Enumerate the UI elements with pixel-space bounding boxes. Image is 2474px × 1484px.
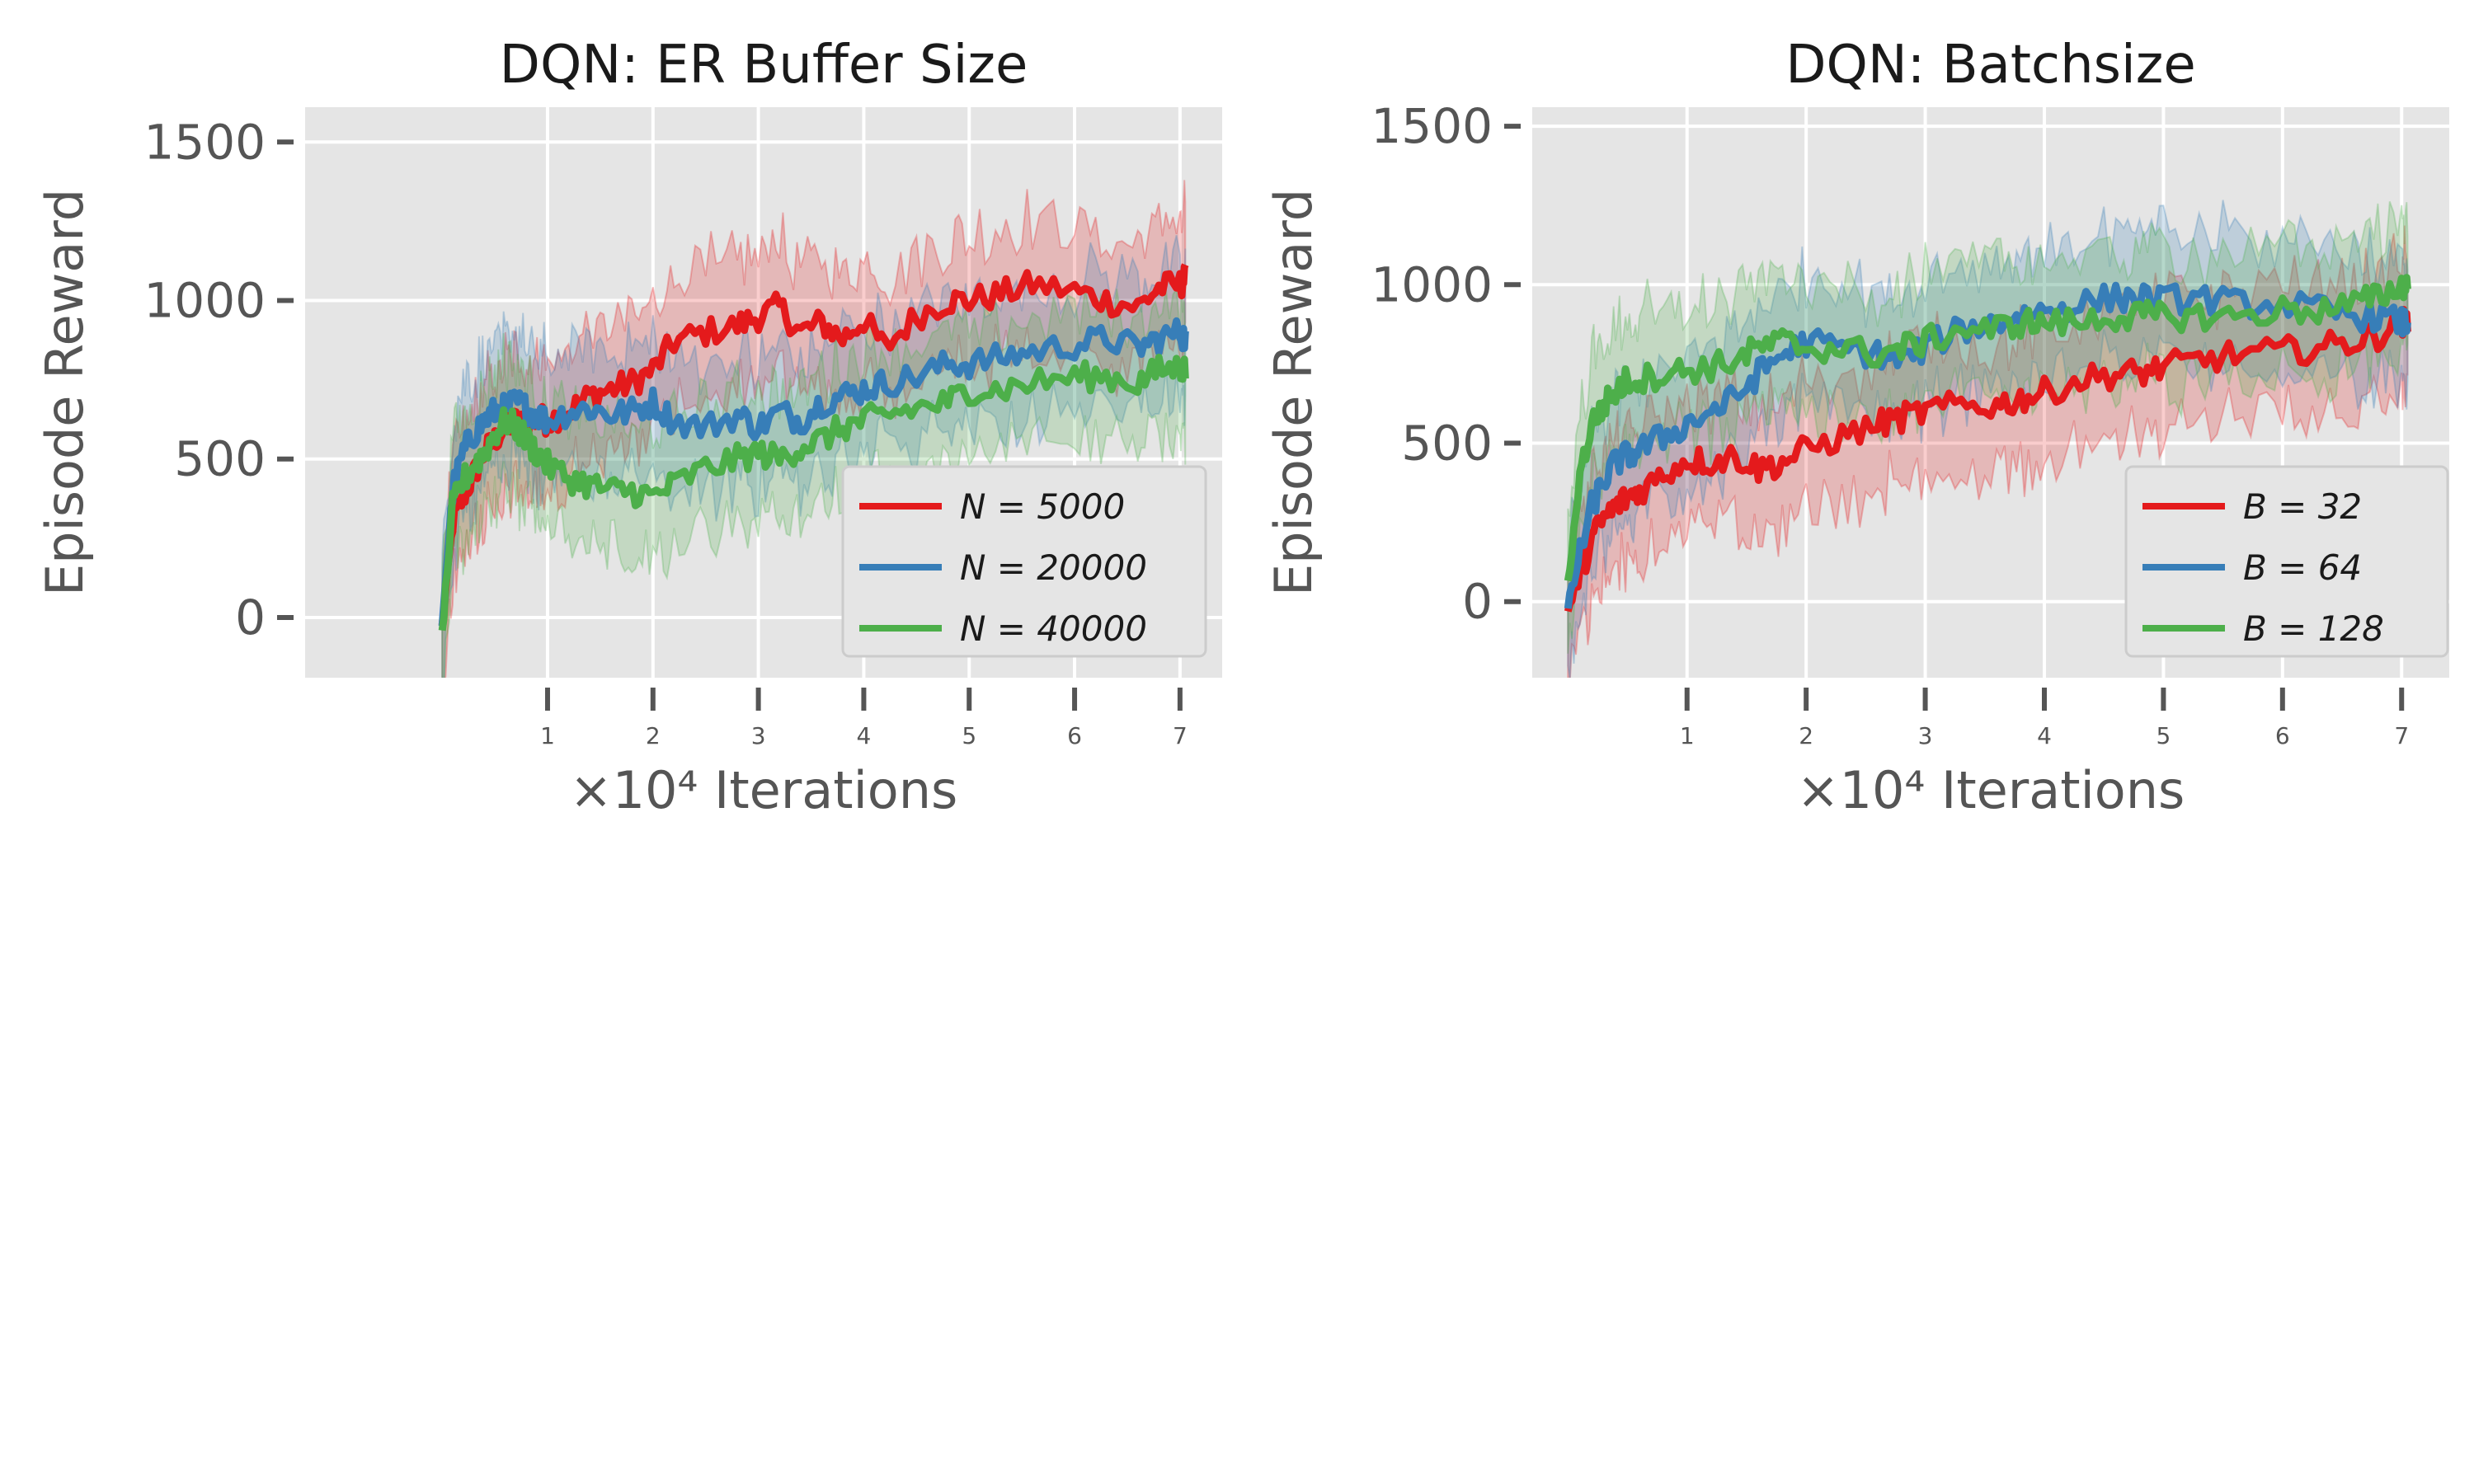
y-tick-label: 1500	[143, 114, 266, 170]
x-tick-label: 4	[2037, 722, 2052, 749]
x-tick-label: 5	[962, 722, 976, 749]
y-axis-ticks: 0 500 1000 1500	[1371, 98, 1521, 630]
legend: B = 32 B = 64 B = 128	[2124, 465, 2449, 658]
x-axis-label: ×10⁴ Iterations	[1797, 760, 2185, 820]
legend: N = 5000 N = 20000 N = 40000	[841, 465, 1207, 658]
y-tick-label: 1000	[143, 273, 266, 329]
series-lines	[1564, 274, 2411, 613]
y-tick-label: 500	[1401, 416, 1493, 472]
x-tick-label: 1	[1680, 722, 1695, 749]
chart-panel-er-buffer-size: 0 500 1000 1500 1 2 3 4 5 6 7 DQN: ER Buffer Size…	[35, 35, 1222, 820]
x-tick-label: 7	[2394, 722, 2409, 749]
series-line	[1564, 281, 2411, 609]
x-tick-label: 2	[646, 722, 661, 749]
series-band	[441, 180, 1187, 678]
series-line	[1564, 274, 2411, 582]
legend-label: B = 64	[2243, 547, 2362, 588]
x-tick-label: 4	[857, 722, 872, 749]
series-band	[1567, 200, 2409, 678]
legend-label: N = 5000	[960, 486, 1125, 527]
series-line	[438, 317, 1189, 627]
x-tick-label: 3	[751, 722, 766, 749]
y-tick-label: 0	[1462, 574, 1493, 630]
legend-label: N = 20000	[960, 547, 1147, 588]
y-tick-label: 500	[174, 431, 266, 487]
legend-label: N = 40000	[960, 608, 1147, 649]
y-tick-label: 0	[235, 589, 266, 646]
x-tick-label: 6	[2275, 722, 2290, 749]
chart-panel-batchsize: 0 500 1000 1500 1 2 3 4 5 6 7 DQN: Batchsize ×10⁴…	[1263, 35, 2449, 820]
chart-title: DQN: ER Buffer Size	[500, 35, 1028, 96]
x-tick-label: 6	[1067, 722, 1082, 749]
series-line	[438, 354, 1189, 632]
legend-label: B = 32	[2243, 486, 2362, 527]
y-tick-label: 1500	[1371, 98, 1493, 154]
x-tick-label: 1	[540, 722, 555, 749]
x-tick-label: 5	[2156, 722, 2171, 749]
legend-label: B = 128	[2243, 608, 2384, 649]
series-line	[1564, 306, 2411, 613]
y-tick-label: 1000	[1371, 256, 1493, 312]
x-tick-label: 2	[1799, 722, 1813, 749]
chart-title: DQN: Batchsize	[1785, 35, 2196, 96]
x-tick-label: 3	[1918, 722, 1933, 749]
legend-box	[2124, 465, 2449, 658]
x-axis-ticks: 1 2 3 4 5 6 7	[1680, 688, 2409, 749]
series-band	[1567, 225, 2409, 678]
series-lines	[438, 263, 1189, 632]
legend-box	[841, 465, 1207, 658]
y-axis-label: Episode Reward	[35, 189, 95, 596]
y-axis-ticks: 0 500 1000 1500	[143, 114, 294, 646]
x-axis-label: ×10⁴ Iterations	[570, 760, 958, 820]
x-axis-ticks: 1 2 3 4 5 6 7	[540, 688, 1188, 749]
y-axis-label: Episode Reward	[1263, 189, 1324, 596]
x-tick-label: 7	[1173, 722, 1188, 749]
